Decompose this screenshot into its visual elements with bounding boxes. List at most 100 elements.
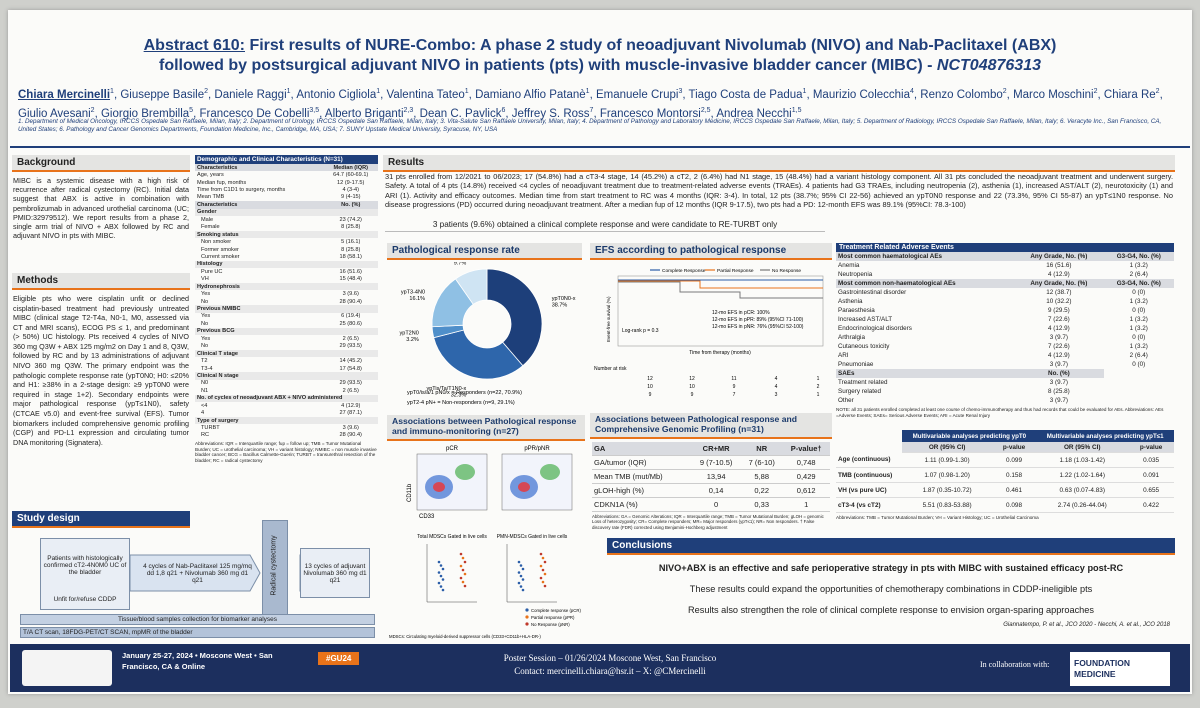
- risk-count: 11: [731, 376, 736, 382]
- table-cell: Any Grade, No. (%): [1014, 252, 1104, 261]
- flow-blob: [518, 482, 530, 492]
- table-cell: Previous BCG: [195, 327, 378, 336]
- author-name: Renzo Colombo: [920, 88, 1003, 101]
- author-name: Giorgio Brembilla: [100, 107, 190, 120]
- design-box: Patients with histologically confirmed c…: [40, 538, 130, 592]
- efs-chart: Complete Response Partial Response No Resp…: [594, 268, 824, 398]
- author-name: Emanuele Crupi: [595, 88, 679, 101]
- table-cell: N0: [201, 380, 209, 387]
- table-cell: 9 (7-10.5): [691, 455, 742, 470]
- table-cell: 10 (32.2): [1046, 298, 1072, 305]
- conclusion: Results also strengthen the role of clin…: [687, 605, 1094, 615]
- caption: MDSCs: Circulating myeloid-derived suppr…: [389, 634, 541, 639]
- dot: [519, 574, 523, 578]
- table-row: cT3-4 (vs cT2) 5.51 (0.83-53.88) 0.098 2.74…: [836, 497, 1174, 513]
- dot: [459, 564, 463, 568]
- table-cell: 29 (93.5): [339, 343, 362, 350]
- table-row: Male 23 (74.2): [195, 216, 378, 223]
- dot: [439, 564, 443, 567]
- table-cell: Anemia: [838, 262, 860, 269]
- table-cell: Male: [201, 216, 214, 223]
- affiliations: 1. Department of Medical Oncology, IRCCS…: [18, 118, 1162, 133]
- table-cell: 4 (12.9): [341, 402, 361, 409]
- multivariable: Multivariable analyses predicting ypT0 Mu…: [836, 430, 1174, 520]
- x-axis-label: Time from therapy (months): [689, 350, 751, 356]
- risk-count: 12: [689, 376, 695, 382]
- dot: [437, 571, 441, 574]
- author-affiliation: 2: [90, 106, 95, 114]
- table-cell: gLOH-high (%): [592, 483, 692, 498]
- heading: Associations between Pathological respon…: [590, 413, 832, 439]
- dot: [441, 567, 445, 571]
- dot: [461, 580, 465, 584]
- table-cell: Smoking status: [195, 230, 378, 239]
- heading: EFS according to pathological response: [590, 243, 832, 260]
- paragraph: MIBC is a systemic disease with a high r…: [13, 176, 189, 241]
- slice-label: ypT3-4N0: [401, 290, 425, 296]
- table-cell: 0,612: [782, 483, 830, 498]
- slice-label: ypT0N0-x: [552, 296, 576, 302]
- table-row: Mean TMB (mut/Mb) 13,94 5,88 0,429: [592, 469, 830, 484]
- table-row: Mean TMB 9 (4-15): [195, 194, 378, 201]
- table-cell: G3-G4, No. (%): [1103, 279, 1174, 288]
- table-cell: Former smoker: [201, 246, 239, 253]
- efs-annotation: 12-mo EFS in pCR: 100%: [712, 310, 770, 316]
- design-box: 4 cycles of Nab-Paclitaxel 125 mg/mq dd …: [143, 562, 252, 584]
- table-cell: Asthenia: [838, 298, 863, 305]
- table-row: Median fup, months 12 (9-17.5): [195, 179, 378, 186]
- table-row: Asthenia 10 (32.2) 1 (3.2): [836, 297, 1174, 306]
- table-cell: Previous NMIBC: [195, 305, 378, 313]
- table-cell: No. (%): [1014, 369, 1104, 378]
- dot: [541, 556, 545, 560]
- author-affiliation: 2,3: [403, 106, 414, 114]
- pie-slice: [433, 329, 524, 380]
- efs-annotation: 12-mo EFS in pPR: 89% (95%CI 71-100): [712, 317, 803, 323]
- slice-value: 3.2%: [406, 337, 419, 343]
- author-name: Francesco De Cobelli: [199, 107, 310, 120]
- table-cell: 3 (9.7): [1049, 361, 1068, 368]
- table-cell: ARI: [838, 352, 849, 359]
- table-row: Former smoker 8 (25.8): [195, 246, 378, 253]
- title-part: NCT04876313: [936, 57, 1041, 74]
- panel-label: pPR/pNR: [524, 446, 550, 452]
- table-row: Clinical T stage: [195, 349, 378, 358]
- table-row: Time from C1D1 to surgery, months 4 (3-4): [195, 186, 378, 193]
- table-cell: Type of surgery: [195, 416, 378, 425]
- table-row: T3-4 17 (54.8): [195, 365, 378, 372]
- author-name: Chiara Mercinelli: [18, 88, 111, 101]
- author-name: Marco Moschini: [1013, 88, 1094, 101]
- table: GA CR+MR NR P-value† GA/tumor (IQR) 9 (7-10.5…: [592, 442, 830, 512]
- table-row: No 25 (80.6): [195, 320, 378, 327]
- immune-legend: Complete response (pCR): [531, 608, 581, 613]
- immune-legend: Partial response (pPR): [531, 615, 575, 620]
- dot: [463, 560, 467, 564]
- table: Characteristics Median (IQR) Age, years 64.…: [195, 164, 378, 439]
- table-cell: N1: [201, 387, 209, 394]
- dot: [441, 578, 445, 581]
- table-cell: 13,94: [691, 469, 742, 484]
- table-cell: 5 (16.1): [341, 239, 361, 246]
- footnote: Abbreviations: GA = Genomic Alterations;…: [592, 514, 824, 530]
- table-cell: 0 (0): [1132, 334, 1146, 341]
- author-affiliation: 1: [376, 88, 381, 95]
- table-row: Other 3 (9.7): [836, 396, 1174, 405]
- table-row: Neutropenia 4 (12.9) 2 (6.4): [836, 270, 1174, 279]
- legend-dot: [525, 622, 529, 626]
- table-cell: Characteristics: [195, 201, 324, 209]
- slice-value: 38.7%: [552, 303, 568, 309]
- dot: [539, 564, 543, 568]
- author-affiliation: 1,5: [791, 106, 802, 114]
- table-cell: 23 (74.2): [339, 216, 362, 223]
- table-cell: Pure UC: [201, 268, 223, 275]
- author-affiliation: 1: [110, 88, 114, 95]
- risk-count: 1: [817, 392, 820, 398]
- pie-slice: [454, 268, 488, 305]
- footnote: NOTE: all 31 patients enrolled completed…: [836, 407, 1164, 418]
- dot: [521, 567, 525, 571]
- cystectomy-bar: [262, 520, 288, 620]
- author-affiliation: 2,5: [700, 106, 711, 114]
- heading: Pathological response rate: [387, 243, 582, 260]
- table-cell: Cutaneous toxicity: [838, 343, 890, 350]
- table-cell: 0.099: [991, 452, 1037, 468]
- slice-label: ypTis/Ta/T1N0-x: [426, 386, 466, 392]
